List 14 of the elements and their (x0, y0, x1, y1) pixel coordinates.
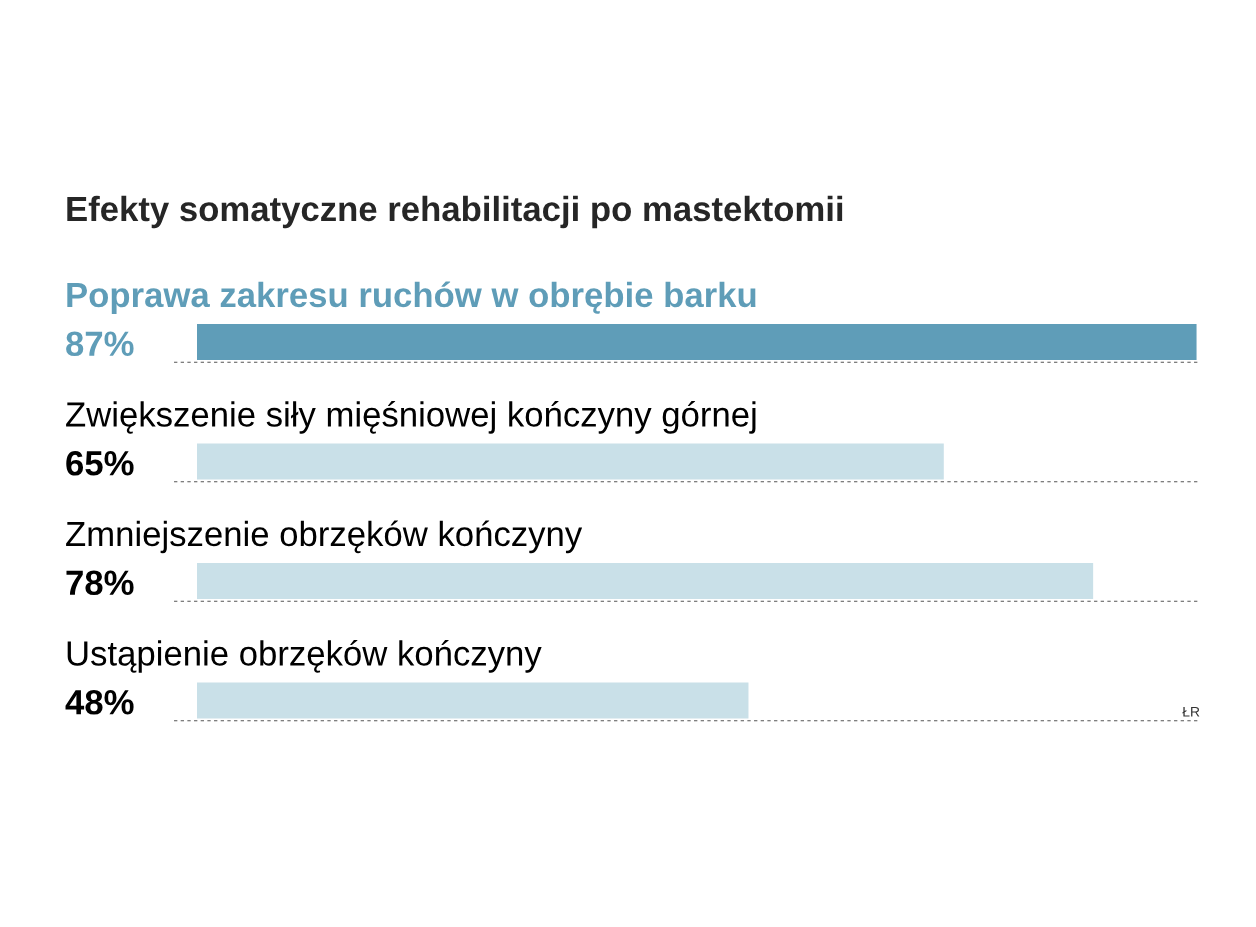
y-tick-label: Zwiększenie siły mięśniowej kończyny górnej (66, 400, 756, 434)
annotation: ŁR (1182, 707, 1200, 717)
bar (197, 443, 944, 480)
data-label: 48% (65, 690, 134, 715)
data-label: 78% (66, 570, 134, 596)
chart-title: Efekty somatyczne rehabilitacji po mastektomii (67, 195, 843, 229)
y-tick-label: Ustąpienie obrzęków kończyny (67, 639, 542, 673)
data-label: 65% (66, 451, 134, 476)
bar (197, 563, 1094, 599)
y-tick-label: Poprawa zakresu ruchów w obrębie barku (67, 281, 756, 315)
data-label: 87% (66, 331, 134, 357)
bar (197, 682, 749, 719)
y-tick-label: Zmniejszenie obrzęków kończyny (66, 520, 583, 554)
bar (197, 324, 1197, 360)
